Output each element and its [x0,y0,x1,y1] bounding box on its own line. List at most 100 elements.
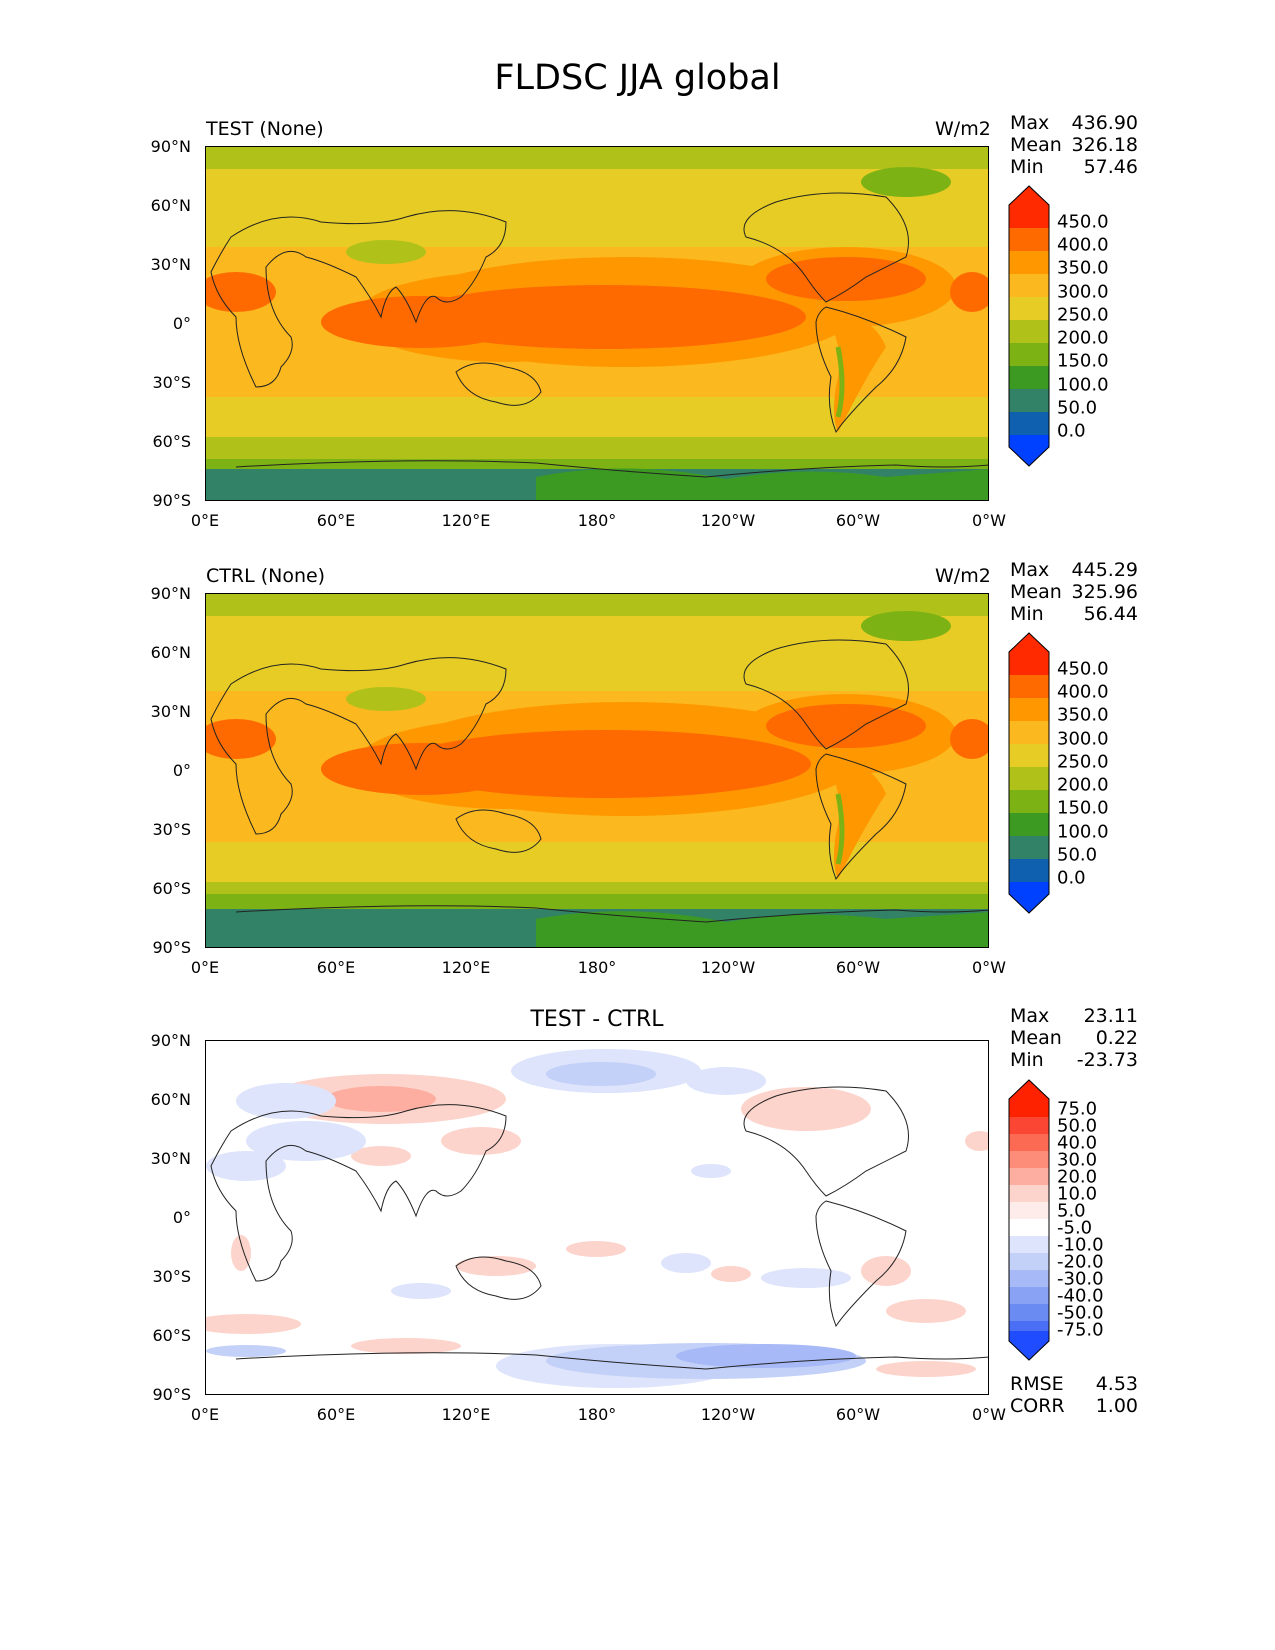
stat-min-value: 56.44 [1083,603,1138,625]
y-tick: 90°N [150,1031,191,1050]
stat-mean-value: 325.96 [1071,581,1138,603]
cb-label: -5.0 [1057,1217,1093,1239]
stat-min-label: Min [1010,156,1044,178]
cb-label: 150.0 [1057,350,1109,372]
x-tick: 180° [577,1405,617,1424]
y-tick: 60°N [150,196,191,215]
cb-label: -20.0 [1057,1251,1104,1273]
y-tick: 30°S [152,820,191,839]
y-tick: 30°N [150,1149,191,1168]
cb-label: -30.0 [1057,1268,1104,1290]
cb-label: 250.0 [1057,751,1109,773]
panel3-colorbar [1008,1079,1050,1361]
stat-min-value: 57.46 [1083,156,1138,178]
cb-label: 350.0 [1057,257,1109,279]
cb-label: 50.0 [1057,397,1098,419]
y-tick: 90°S [152,938,191,957]
stat-max-label: Max [1010,559,1050,581]
cb-label: 400.0 [1057,234,1109,256]
cb-label: 200.0 [1057,774,1109,796]
cb-label: 30.0 [1057,1149,1098,1171]
stat-mean-label: Mean [1010,581,1062,603]
y-tick: 0° [172,761,191,780]
y-tick: 30°N [150,255,191,274]
panel3-title: TEST - CTRL [530,1007,664,1032]
x-tick: 60°W [835,1405,881,1424]
x-tick: 120°W [700,1405,756,1424]
y-tick: 90°S [152,1385,191,1404]
x-tick: 60°E [316,511,356,530]
cb-label: 450.0 [1057,658,1109,680]
x-tick: 120°E [441,1405,491,1424]
x-tick: 120°W [700,511,756,530]
corr-value: 1.00 [1095,1395,1138,1417]
cb-label: -40.0 [1057,1285,1104,1307]
y-tick: 90°S [152,491,191,510]
panel1-map [205,146,989,501]
panel3-metrics: RMSE 4.53 CORR 1.00 [1010,1373,1138,1417]
x-tick: 0°E [190,958,220,977]
panel1-colorbar-labels: 450.0 400.0 350.0 300.0 250.0 200.0 150.… [1057,185,1137,467]
panel3-map [205,1040,989,1395]
x-tick: 180° [577,958,617,977]
y-tick: 0° [172,314,191,333]
panel2-units: W/m2 [935,565,991,587]
cb-label: -75.0 [1057,1319,1104,1341]
x-tick: 0°W [972,511,1006,530]
cb-label: 300.0 [1057,728,1109,750]
stat-min-value: -23.73 [1076,1049,1138,1071]
rmse-label: RMSE [1010,1373,1064,1395]
panel2-colorbar-labels: 450.0 400.0 350.0 300.0 250.0 200.0 150.… [1057,632,1137,914]
cb-label: 350.0 [1057,704,1109,726]
y-tick: 60°S [152,432,191,451]
cb-label: -10.0 [1057,1234,1104,1256]
stat-min-label: Min [1010,1049,1044,1071]
x-tick: 0°W [972,1405,1006,1424]
x-tick: 120°E [441,958,491,977]
cb-label: 200.0 [1057,327,1109,349]
y-tick: 30°S [152,1267,191,1286]
corr-label: CORR [1010,1395,1065,1417]
y-tick: 90°N [150,584,191,603]
cb-label: 40.0 [1057,1132,1098,1154]
panel3-colorbar-labels: 75.0 50.0 40.0 30.0 20.0 10.0 5.0 -5.0 -… [1057,1079,1137,1361]
panel1-colorbar [1008,185,1050,467]
stat-mean-value: 326.18 [1071,134,1138,156]
panel1-units: W/m2 [935,118,991,140]
panel2-label: CTRL (None) [206,565,326,587]
stat-min-label: Min [1010,603,1044,625]
x-tick: 60°E [316,958,356,977]
y-tick: 0° [172,1208,191,1227]
x-tick: 60°E [316,1405,356,1424]
panel3-stats: Max 23.11 Mean 0.22 Min -23.73 [1010,1005,1138,1071]
stat-max-value: 23.11 [1083,1005,1138,1027]
stat-max-value: 445.29 [1071,559,1138,581]
x-tick: 0°E [190,511,220,530]
stat-max-label: Max [1010,112,1050,134]
stat-mean-label: Mean [1010,134,1062,156]
panel1-label: TEST (None) [206,118,324,140]
y-tick: 60°S [152,1326,191,1345]
y-tick: 30°N [150,702,191,721]
panel1-stats: Max 436.90 Mean 326.18 Min 57.46 [1010,112,1138,178]
y-tick: 60°S [152,879,191,898]
figure-title: FLDSC JJA global [494,58,781,98]
x-tick: 60°W [835,511,881,530]
cb-label: 300.0 [1057,281,1109,303]
cb-label: 250.0 [1057,304,1109,326]
cb-label: 100.0 [1057,821,1109,843]
x-tick: 0°E [190,1405,220,1424]
x-tick: 0°W [972,958,1006,977]
cb-label: 20.0 [1057,1166,1098,1188]
stat-mean-value: 0.22 [1095,1027,1138,1049]
cb-label: 0.0 [1057,867,1086,889]
cb-label: 5.0 [1057,1200,1086,1222]
x-tick: 60°W [835,958,881,977]
x-tick: 120°W [700,958,756,977]
cb-label: 450.0 [1057,211,1109,233]
cb-label: 50.0 [1057,844,1098,866]
panel2-colorbar [1008,632,1050,914]
cb-label: 150.0 [1057,797,1109,819]
panel2-stats: Max 445.29 Mean 325.96 Min 56.44 [1010,559,1138,625]
x-tick: 180° [577,511,617,530]
